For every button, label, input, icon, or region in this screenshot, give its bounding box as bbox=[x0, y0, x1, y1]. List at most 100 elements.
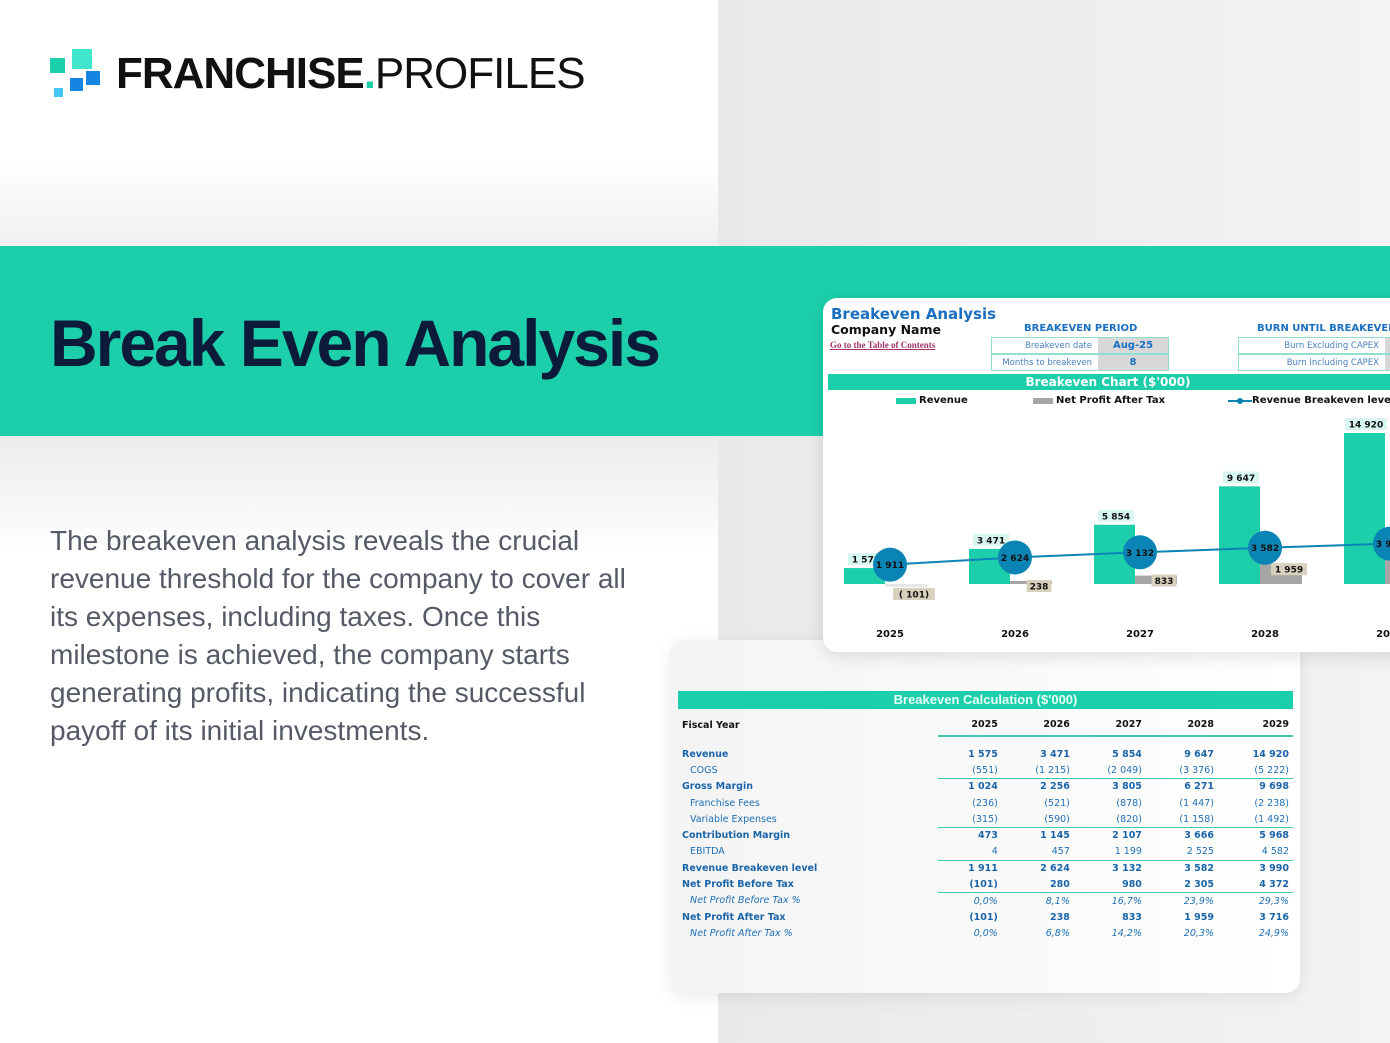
burn-incl-row: Burn Including CAPEX bbox=[1238, 354, 1390, 371]
breakeven-point bbox=[873, 547, 907, 582]
value-cell: (551) bbox=[972, 764, 998, 776]
revenue-data-label: 14 920 bbox=[1345, 418, 1387, 431]
chart-heading: Breakeven Chart ($'000) bbox=[828, 374, 1390, 390]
row-label: Franchise Fees bbox=[690, 797, 760, 809]
svg-text:14 920: 14 920 bbox=[1349, 421, 1383, 431]
value-cell: 14,2% bbox=[1111, 927, 1142, 939]
value-cell: 457 bbox=[1051, 846, 1070, 858]
table-row: Revenue Breakeven level 1 911 2 624 3 132 3 … bbox=[678, 859, 1293, 877]
burn-incl-label: Burn Including CAPEX bbox=[1239, 355, 1385, 370]
breakeven-data-label: 3 582 bbox=[1251, 544, 1279, 554]
svg-text:833: 833 bbox=[1155, 577, 1174, 587]
sheet-title: Breakeven Analysis bbox=[831, 305, 997, 323]
value-cell: 473 bbox=[938, 826, 1002, 844]
value-cell: (1 158) bbox=[1179, 813, 1214, 825]
revenue-data-label: 3 471 bbox=[973, 533, 1009, 546]
legend-label: Revenue Breakeven level bbox=[1252, 395, 1390, 406]
table-row: Net Profit Before Tax (101) 280 980 2 305 4 3… bbox=[678, 876, 1293, 892]
row-label: Variable Expenses bbox=[690, 813, 777, 825]
row-label: Gross Margin bbox=[682, 781, 753, 793]
value-cell: 2 525 bbox=[1186, 846, 1214, 858]
breakeven-point bbox=[998, 540, 1032, 575]
value-cell: 5 854 bbox=[1112, 748, 1142, 760]
row-label: Net Profit After Tax bbox=[682, 911, 786, 923]
npat-data-label: ( 101) bbox=[893, 588, 935, 601]
row-label: Contribution Margin bbox=[682, 830, 791, 842]
logo-squares-icon bbox=[50, 49, 100, 97]
svg-text:1 959: 1 959 bbox=[1275, 566, 1303, 576]
background-fade-lower bbox=[0, 436, 718, 1043]
value-cell: 3 990 bbox=[1217, 859, 1293, 877]
row-label: Revenue bbox=[682, 748, 729, 760]
months-value: 8 bbox=[1098, 355, 1168, 370]
value-cell: (878) bbox=[1116, 797, 1142, 809]
x-tick-label: 2026 bbox=[1001, 629, 1029, 640]
company-name: Company Name bbox=[831, 322, 941, 337]
table-row: COGS (551) (1 215) (2 049) (3 376) (5 222) bbox=[678, 762, 1293, 778]
value-cell: 0,0% bbox=[938, 892, 1002, 909]
breakeven-point bbox=[1123, 535, 1157, 570]
value-cell: 238 bbox=[1050, 911, 1070, 923]
header-cell: 2025 bbox=[938, 714, 1002, 737]
value-cell: (2 049) bbox=[1107, 764, 1142, 776]
header-cell: 2028 bbox=[1145, 714, 1218, 737]
npat-bar bbox=[885, 584, 927, 587]
value-cell: (521) bbox=[1044, 797, 1070, 809]
value-cell: 3 666 bbox=[1145, 826, 1218, 844]
value-cell: (2 238) bbox=[1254, 797, 1289, 809]
npat-bar bbox=[1385, 546, 1390, 584]
value-cell: (1 492) bbox=[1254, 813, 1289, 825]
row-label: Revenue Breakeven level bbox=[682, 862, 818, 874]
svg-text:( 101): ( 101) bbox=[899, 591, 929, 601]
legend-line-icon bbox=[1228, 397, 1252, 404]
breakeven-chart: 2025 2026 2027 2028 2029 1 575 ( 101) 1 911 3 47… bbox=[844, 418, 1390, 640]
value-cell: 20,3% bbox=[1183, 927, 1214, 939]
description: The breakeven analysis reveals the cruci… bbox=[50, 525, 626, 746]
value-cell: 0,0% bbox=[973, 927, 998, 939]
revenue-data-label: 9 647 bbox=[1223, 471, 1259, 484]
legend-revenue: Revenue bbox=[896, 395, 968, 406]
breakeven-data-label: 1 911 bbox=[876, 561, 904, 571]
value-cell: 23,9% bbox=[1145, 892, 1218, 909]
background-fade bbox=[0, 160, 718, 246]
value-cell: 2 624 bbox=[1001, 859, 1074, 877]
value-cell: 16,7% bbox=[1073, 892, 1146, 909]
value-cell: 1 575 bbox=[968, 748, 998, 760]
value-cell: (101) bbox=[969, 911, 998, 923]
breakeven-point bbox=[1248, 530, 1282, 565]
x-tick-label: 2027 bbox=[1126, 629, 1154, 640]
value-cell: (3 376) bbox=[1179, 764, 1214, 776]
svg-text:3 471: 3 471 bbox=[977, 536, 1005, 546]
row-label: COGS bbox=[690, 764, 718, 776]
value-cell: 4 bbox=[991, 846, 998, 858]
value-cell: 2 107 bbox=[1073, 826, 1146, 844]
revenue-data-label: 5 854 bbox=[1098, 509, 1134, 522]
svg-text:9 647: 9 647 bbox=[1227, 474, 1255, 484]
legend-swatch bbox=[896, 397, 916, 404]
svg-text:1 575: 1 575 bbox=[852, 556, 880, 566]
value-cell: 280 bbox=[1050, 878, 1070, 890]
breakeven-date-row: Breakeven date Aug-25 bbox=[991, 337, 1169, 354]
value-cell: 2 305 bbox=[1184, 878, 1214, 890]
value-cell: 6 271 bbox=[1145, 778, 1218, 795]
calculation-card: Breakeven Calculation ($'000) Fiscal Yea… bbox=[670, 640, 1300, 993]
chart-card: Breakeven Analysis Company Name Go to th… bbox=[823, 298, 1390, 652]
row-label: EBITDA bbox=[690, 846, 725, 858]
table-row: Revenue 1 575 3 471 5 854 9 647 14 920 bbox=[678, 746, 1293, 762]
header-cell: 2027 bbox=[1073, 714, 1146, 737]
row-label: Net Profit Before Tax % bbox=[690, 895, 801, 907]
value-cell: 833 bbox=[1122, 911, 1142, 923]
page-title: Break Even Analysis bbox=[50, 306, 661, 380]
row-label: Net Profit Before Tax bbox=[682, 879, 794, 891]
header-cell: 2026 bbox=[1001, 714, 1074, 737]
brand-name-light: PROFILES bbox=[374, 49, 586, 98]
breakeven-data-label: 3 990 bbox=[1376, 540, 1390, 550]
table-row: EBITDA 4 457 1 199 2 525 4 582 bbox=[678, 844, 1293, 860]
toc-link[interactable]: Go to the Table of Contents bbox=[830, 340, 936, 350]
value-cell: 9 647 bbox=[1184, 748, 1214, 760]
value-cell: 24,9% bbox=[1258, 927, 1289, 939]
value-cell: (1 447) bbox=[1179, 797, 1214, 809]
value-cell: 8,1% bbox=[1001, 892, 1074, 909]
table-row: Net Profit Before Tax % 0,0% 8,1% 16,7% 23,9… bbox=[678, 892, 1293, 909]
table-row: Net Profit After Tax % 0,0% 6,8% 14,2% 20,3%… bbox=[678, 925, 1293, 941]
